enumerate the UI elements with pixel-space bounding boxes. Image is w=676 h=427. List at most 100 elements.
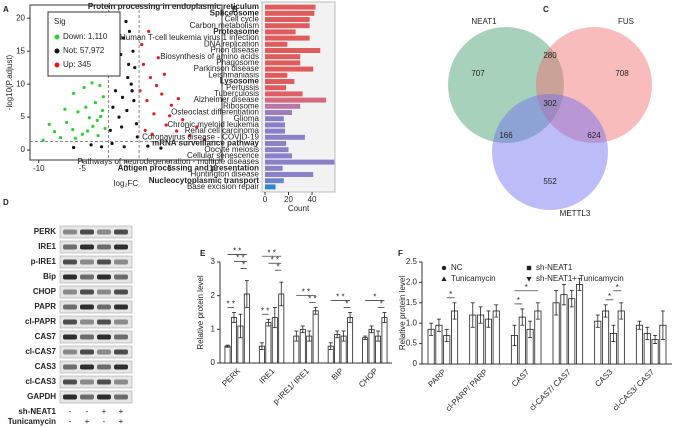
- point: [169, 103, 173, 107]
- y-tick-label: 5: [21, 112, 26, 121]
- blot-row-label: p-IRE1: [31, 257, 57, 266]
- y-tick-label: 0.5: [406, 339, 418, 348]
- category-label: Oocyte meiosis: [204, 145, 259, 154]
- blot-band: [63, 334, 77, 340]
- bar: [265, 116, 284, 122]
- point: [162, 72, 166, 76]
- category-label: CAS7: [510, 367, 532, 389]
- point: [113, 89, 118, 93]
- x-tick-label: 40: [308, 195, 317, 204]
- point: [110, 141, 114, 146]
- error-bar: [611, 324, 616, 342]
- point: [127, 29, 132, 33]
- treatment-sign: -: [103, 417, 106, 426]
- blot-band: [97, 289, 111, 295]
- blot-strip: [59, 300, 133, 314]
- bar: [265, 48, 321, 53]
- legend-marker: [54, 34, 60, 40]
- point: [120, 95, 125, 99]
- blot-band: [114, 349, 128, 355]
- point: [90, 81, 94, 85]
- point: [95, 118, 99, 123]
- x-tick-label: -5: [79, 164, 87, 173]
- blot-band: [80, 334, 94, 340]
- blot-band: [80, 319, 94, 325]
- blot-band: [63, 259, 77, 265]
- category-label: Ribosome: [223, 101, 260, 110]
- bar: [312, 310, 319, 364]
- point: [147, 29, 151, 33]
- category-label: Tuberculosis: [214, 89, 259, 98]
- legend-label: Down: 1,110: [63, 32, 108, 41]
- venn-set-label: NEAT1: [471, 17, 497, 26]
- blot-band: [63, 379, 77, 385]
- blot-strip: [59, 315, 133, 329]
- blot-strip: [59, 240, 133, 254]
- point: [125, 108, 129, 113]
- point: [181, 118, 185, 122]
- bar: [265, 159, 335, 165]
- venn-set-label: FUS: [618, 17, 634, 26]
- blot-strip: [59, 360, 133, 374]
- point: [143, 128, 147, 132]
- blot-band: [80, 244, 94, 250]
- category-label: Prion disease: [211, 46, 260, 55]
- point: [86, 129, 90, 133]
- bar: [224, 345, 231, 364]
- point: [65, 120, 69, 125]
- point: [117, 115, 121, 119]
- blot-strip: [59, 270, 133, 284]
- point: [47, 122, 51, 126]
- venn-count: 166: [499, 131, 513, 140]
- y-tick-label: 0: [211, 358, 216, 367]
- error-bar: [452, 302, 457, 320]
- legend-marker: [526, 265, 532, 271]
- significance-label: * *: [261, 306, 269, 315]
- bar: [265, 29, 296, 35]
- point: [159, 146, 163, 150]
- y-tick-label: 3: [211, 257, 216, 266]
- bar: [265, 153, 293, 159]
- category-label: Proteasome: [213, 27, 259, 36]
- error-bar: [520, 308, 525, 326]
- significance-label: * *: [336, 293, 344, 302]
- bar: [230, 317, 237, 364]
- point: [132, 99, 136, 103]
- bar: [265, 4, 316, 10]
- treatment-label: Tunicamycin: [8, 417, 56, 426]
- point: [72, 145, 76, 150]
- blot-band: [114, 379, 128, 385]
- panel-letter: B: [232, 5, 238, 14]
- point: [175, 129, 179, 133]
- category-label: DNA replication: [204, 39, 259, 48]
- point: [154, 83, 159, 88]
- blot-band: [97, 304, 111, 310]
- category-label: IRE1: [258, 366, 277, 385]
- legend-marker: [526, 277, 532, 282]
- error-bar: [363, 335, 368, 340]
- legend-label: Tunicamycin: [451, 274, 496, 283]
- error-bar: [266, 318, 271, 327]
- blot-band: [80, 364, 94, 370]
- legend-label: NC: [451, 263, 463, 272]
- point: [134, 122, 139, 126]
- point: [99, 114, 103, 119]
- bar: [368, 328, 375, 364]
- blot-band: [114, 394, 128, 400]
- legend-marker: [54, 48, 60, 54]
- bar: [299, 328, 306, 364]
- error-bar: [272, 307, 277, 329]
- bar: [265, 91, 303, 97]
- blot-band: [114, 229, 128, 235]
- treatment-sign: -: [69, 417, 72, 426]
- legend-box: [47, 11, 121, 77]
- blot-band: [80, 394, 94, 400]
- bar: [576, 284, 584, 365]
- y-tick-label: 2: [211, 291, 216, 300]
- panel-letter: E: [200, 249, 206, 258]
- point: [152, 112, 156, 116]
- point: [98, 83, 102, 88]
- blot-band: [80, 259, 94, 265]
- significance-label: *: [517, 296, 520, 305]
